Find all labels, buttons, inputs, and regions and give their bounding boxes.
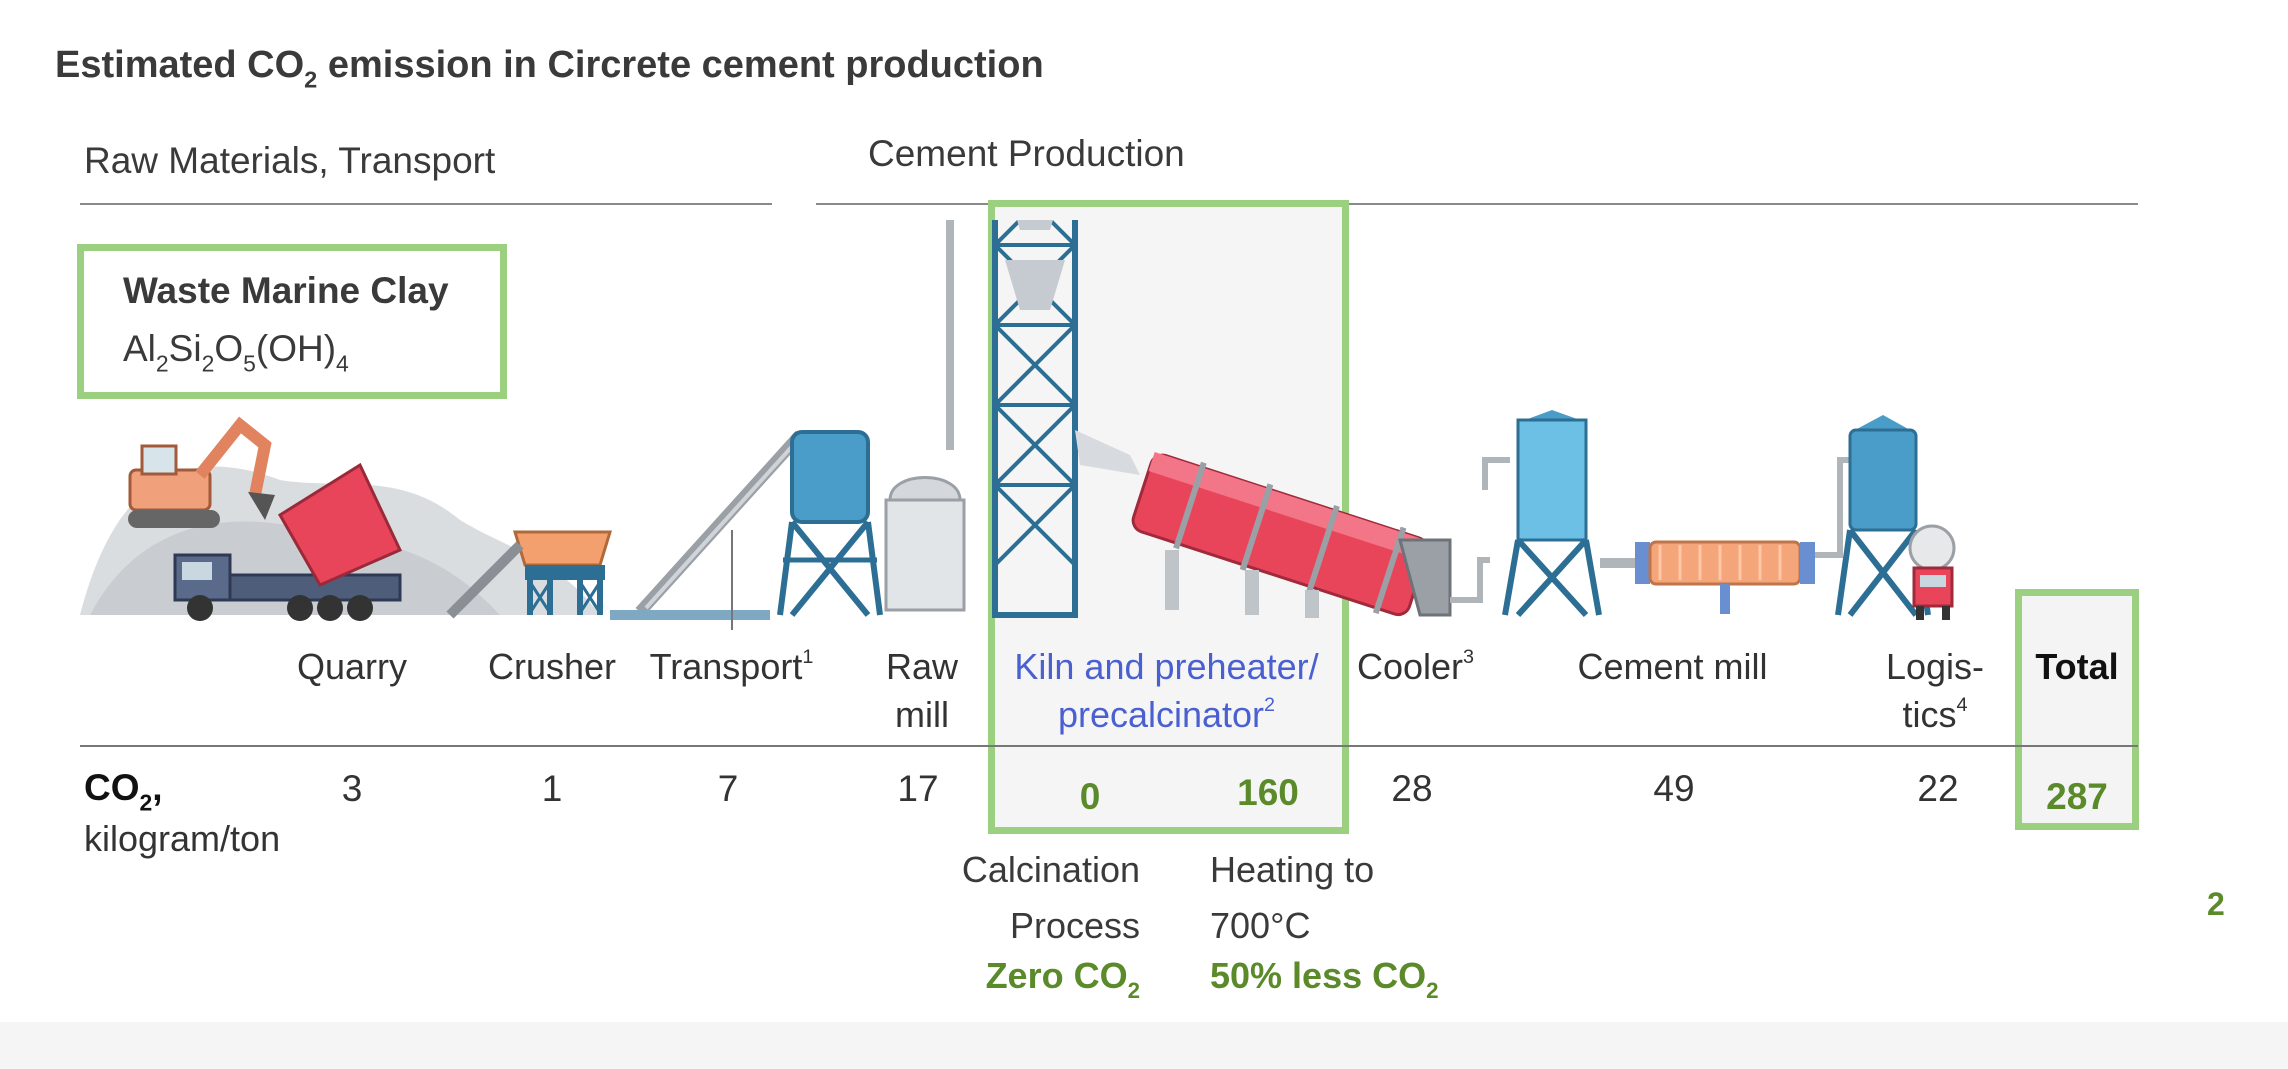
page-title: Estimated CO2 emission in Circrete cemen… bbox=[55, 44, 1044, 93]
footer-band bbox=[0, 1022, 2288, 1069]
cooler-icon bbox=[1398, 457, 1510, 617]
logistics-truck-icon bbox=[1908, 524, 1956, 620]
row-label-co2: CO2, bbox=[84, 767, 163, 816]
total-highlight-box bbox=[2015, 589, 2139, 830]
stage-label-logistics: Logis-tics4 bbox=[1885, 646, 1985, 735]
page-number: 2 bbox=[2207, 886, 2225, 922]
table-divider bbox=[80, 745, 2138, 747]
waste-marine-clay-box bbox=[77, 244, 507, 399]
value-logistics: 22 bbox=[1917, 768, 1959, 809]
raw-mill-icon bbox=[884, 220, 966, 612]
dump-truck-icon bbox=[173, 462, 403, 621]
cement-mill-icon bbox=[1600, 457, 1860, 614]
stage-label-total: Total bbox=[2035, 646, 2119, 687]
stage-label-quarry: Quarry bbox=[296, 646, 408, 687]
value-kiln-calcination: 0 bbox=[1079, 776, 1101, 817]
value-cooler: 28 bbox=[1391, 768, 1433, 809]
note-heating-less-co2: 50% less CO2 bbox=[1210, 955, 1439, 1004]
value-crusher: 1 bbox=[541, 768, 563, 809]
stage-label-raw-mill: Raw mill bbox=[885, 646, 959, 735]
cooler-tower-icon bbox=[1502, 410, 1602, 618]
value-cement-mill: 49 bbox=[1653, 768, 1695, 809]
stage-label-crusher: Crusher bbox=[487, 646, 617, 687]
value-total: 287 bbox=[2046, 776, 2108, 817]
note-heating: Heating to 700°C bbox=[1210, 849, 1375, 946]
clay-name: Waste Marine Clay bbox=[123, 270, 449, 311]
raw-mill-silo-icon bbox=[777, 430, 883, 617]
value-kiln-heating: 160 bbox=[1237, 772, 1299, 813]
section-divider-cement bbox=[816, 203, 2138, 205]
stage-label-kiln: Kiln and preheater/precalcinator2 bbox=[1014, 646, 1319, 735]
clay-formula: Al2Si2O5(OH)4 bbox=[123, 328, 349, 377]
stage-label-transport: Transport1 bbox=[649, 646, 814, 687]
value-transport: 7 bbox=[717, 768, 739, 809]
preheater-tower-icon bbox=[992, 220, 1078, 618]
crusher-icon bbox=[446, 530, 613, 619]
production-process-illustration bbox=[80, 220, 1956, 630]
section-divider-raw bbox=[80, 203, 772, 205]
row-label-unit: kilogram/ton bbox=[84, 818, 281, 859]
stage-label-cooler: Cooler3 bbox=[1356, 646, 1475, 687]
note-calcination-zero-co2: Zero CO2 bbox=[985, 955, 1140, 1004]
value-quarry: 3 bbox=[341, 768, 363, 809]
section-label-raw-materials: Raw Materials, Transport bbox=[84, 140, 496, 181]
note-calcination: Calcination Process bbox=[961, 849, 1140, 946]
rotary-kiln-icon bbox=[1075, 430, 1431, 618]
excavator-icon bbox=[128, 416, 275, 528]
stage-label-cement-mill: Cement mill bbox=[1577, 646, 1768, 687]
value-raw-mill: 17 bbox=[897, 768, 939, 809]
section-label-cement-production: Cement Production bbox=[868, 133, 1185, 174]
